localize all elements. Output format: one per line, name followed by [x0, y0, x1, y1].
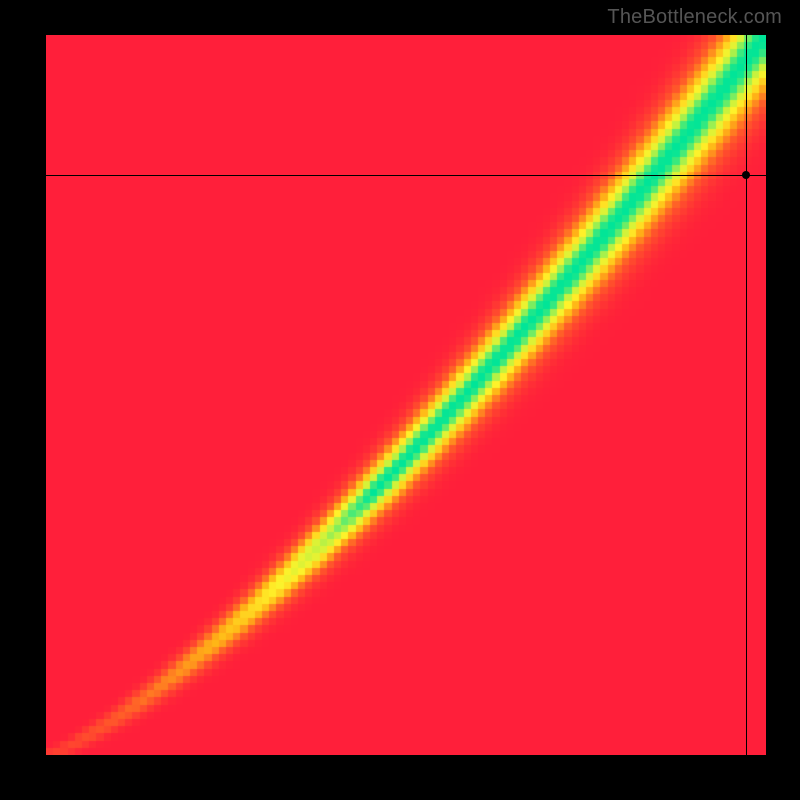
- heatmap-canvas: [46, 35, 766, 755]
- crosshair-horizontal: [46, 175, 766, 176]
- crosshair-marker: [742, 171, 750, 179]
- crosshair-vertical: [746, 35, 747, 755]
- watermark: TheBottleneck.com: [607, 6, 782, 29]
- heatmap-plot: [46, 35, 766, 755]
